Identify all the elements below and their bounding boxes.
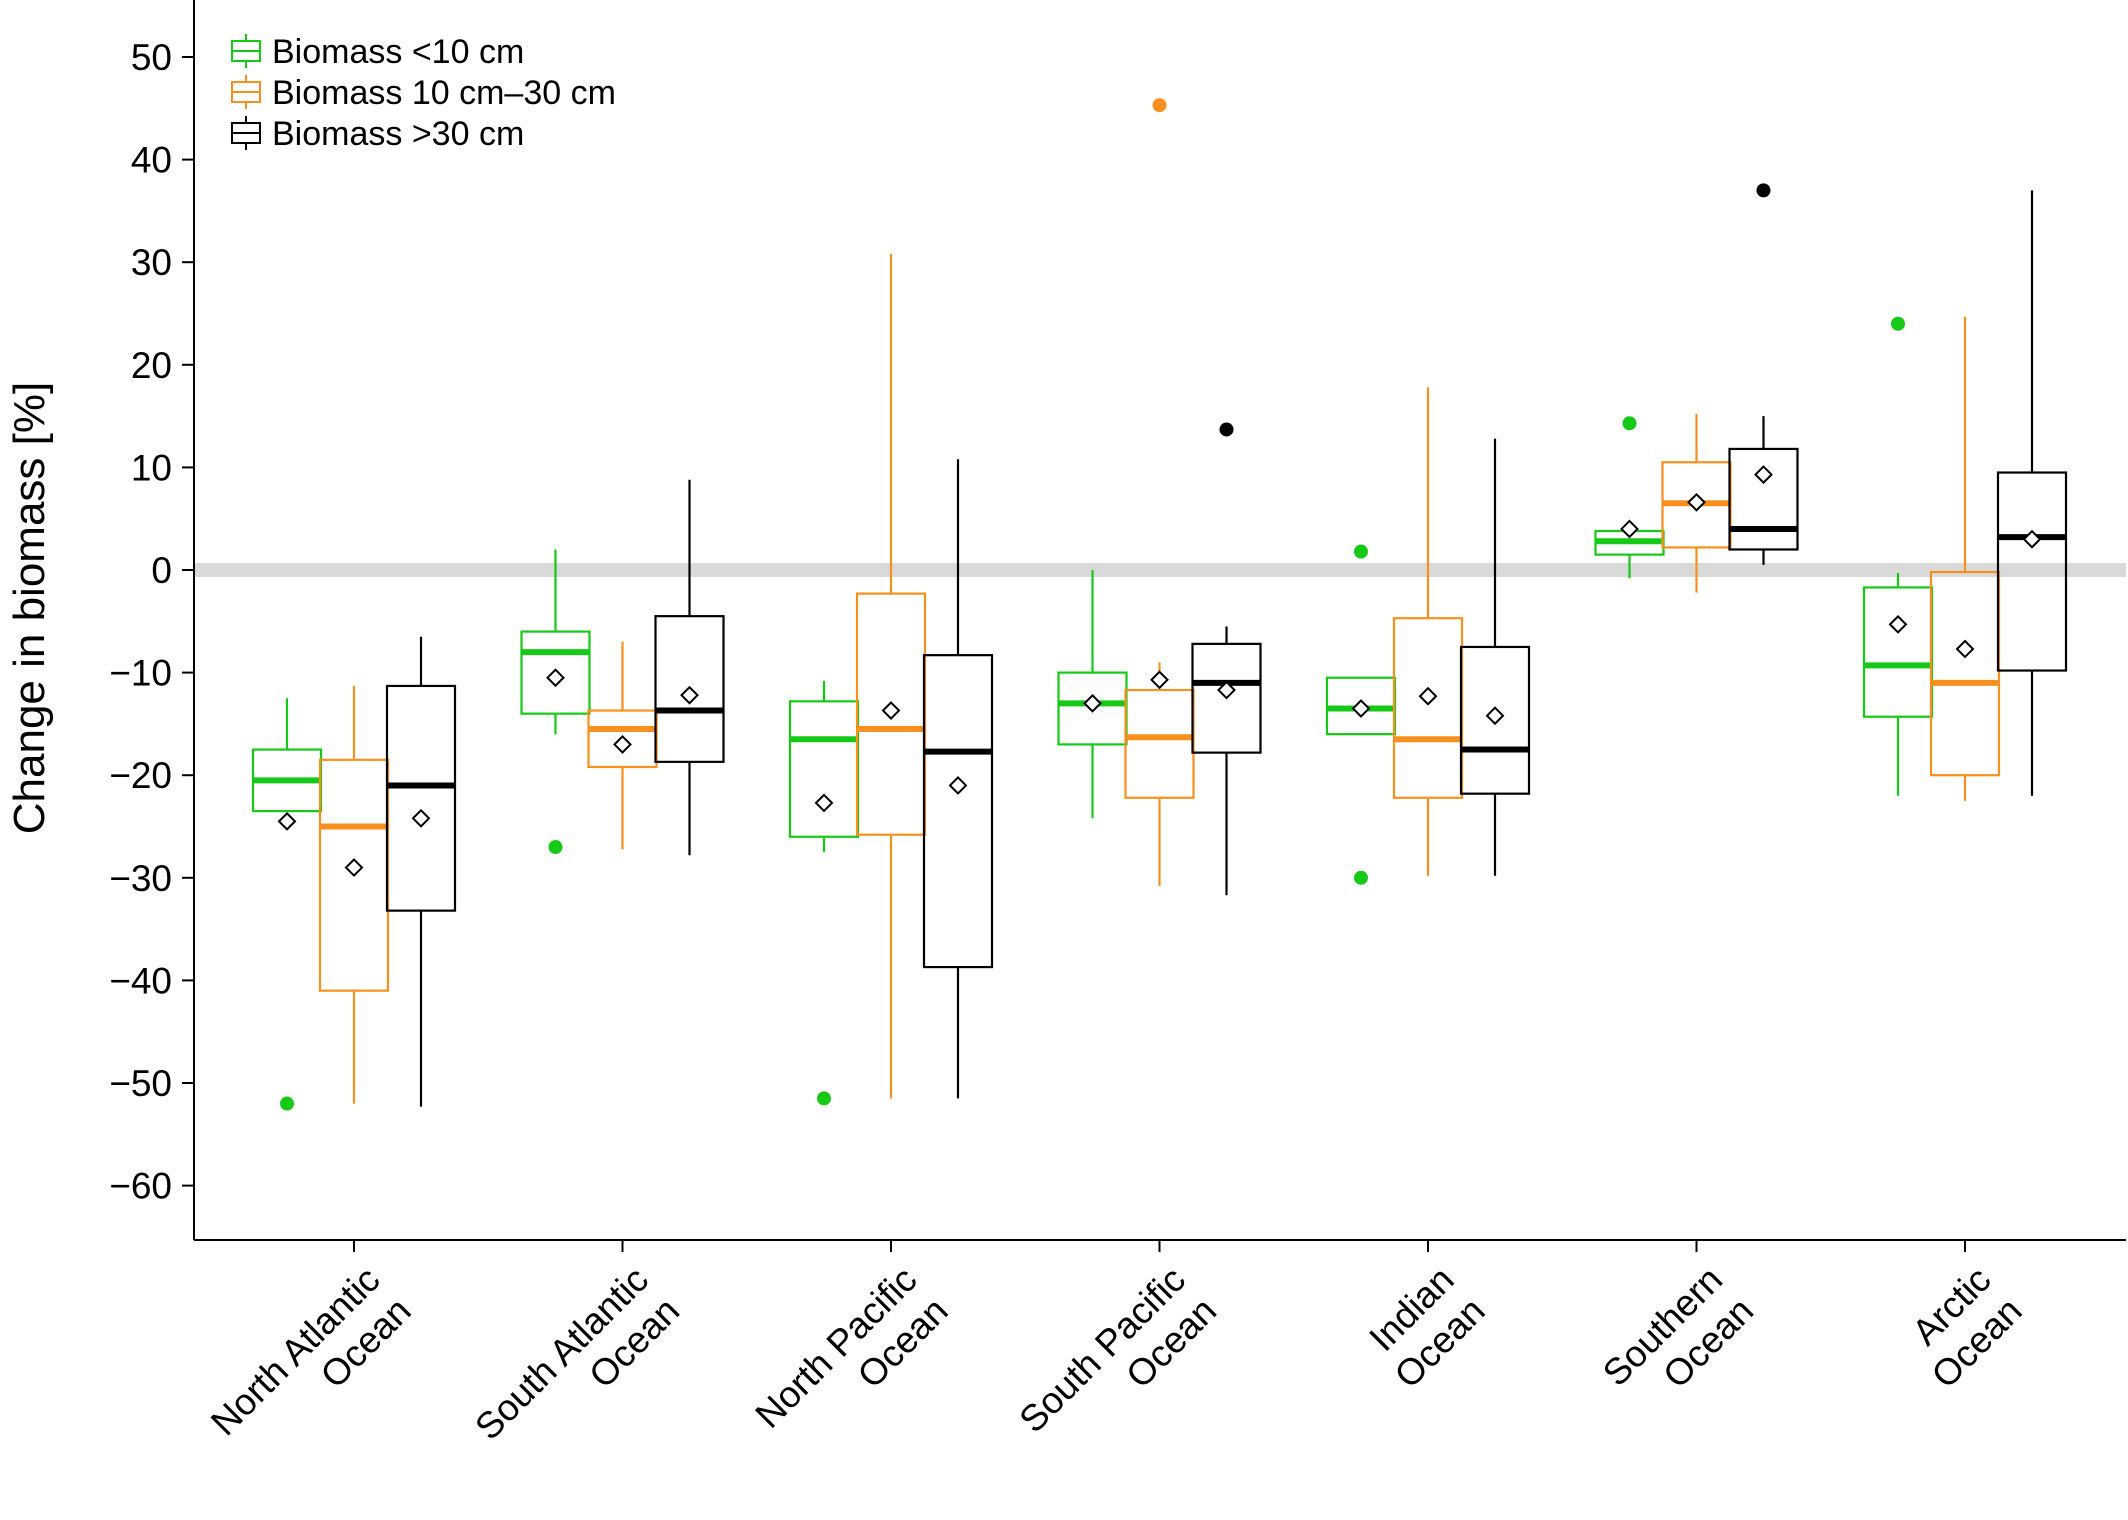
y-tick-label: 10 [131, 447, 172, 488]
mean-marker [411, 808, 431, 828]
mean-marker [1754, 465, 1773, 484]
y-tick-label: −40 [109, 960, 172, 1001]
mean-marker [1217, 680, 1236, 700]
box [520, 630, 591, 715]
box-group [1325, 544, 1397, 885]
x-tick-label: North AtlanticOcean [203, 1259, 419, 1475]
mean-marker [1150, 670, 1169, 690]
y-tick-label: 20 [131, 345, 172, 386]
x-tick-label: SouthernOcean [1595, 1259, 1761, 1425]
box-group [251, 698, 323, 1111]
box [1392, 617, 1464, 799]
box-group [1191, 422, 1262, 896]
y-tick-label: 30 [131, 242, 172, 283]
box [1929, 570, 2001, 777]
mean-marker [2022, 529, 2042, 549]
outlier-point [1354, 870, 1368, 885]
mean-marker [1083, 693, 1102, 713]
outlier-point [1219, 422, 1234, 437]
box-group [855, 253, 927, 1099]
box [654, 615, 725, 763]
box [788, 700, 860, 838]
x-tick-label: North PacificOcean [747, 1259, 955, 1467]
x-tick-label: South AtlanticOcean [467, 1259, 687, 1479]
box-group [587, 641, 658, 850]
box-group [654, 479, 725, 856]
mean-marker [1687, 492, 1706, 512]
outlier-point [817, 1091, 831, 1106]
outlier-point [1152, 98, 1167, 113]
box-group [1057, 570, 1128, 819]
y-tick-label: −30 [109, 858, 172, 899]
outlier-point [1622, 416, 1637, 431]
box-group [520, 549, 591, 855]
box [385, 684, 457, 912]
box-group [318, 685, 390, 1104]
mean-marker [814, 793, 834, 813]
mean-marker [1418, 686, 1438, 706]
box [1191, 642, 1262, 754]
box [1996, 471, 2068, 672]
y-tick-label: −10 [109, 653, 172, 694]
legend-item: Biomass <10 cm [231, 33, 524, 71]
mean-marker [881, 701, 901, 720]
legend-label: Biomass >30 cm [272, 115, 524, 153]
y-tick-label: −20 [109, 755, 172, 796]
box [1459, 645, 1531, 795]
box-group [1594, 416, 1665, 579]
box-group [1996, 190, 2068, 796]
y-tick-label: −60 [109, 1166, 172, 1207]
box-group [385, 636, 457, 1107]
mean-marker [1351, 699, 1371, 718]
box-group [922, 459, 994, 1099]
box-group [788, 680, 860, 1106]
y-tick-label: 40 [131, 140, 172, 181]
outlier-point [548, 840, 563, 855]
outlier-point [1891, 316, 1905, 331]
mean-marker [277, 811, 297, 831]
mean-marker [1888, 614, 1908, 634]
mean-marker [546, 668, 565, 688]
outlier-point [1354, 544, 1368, 559]
box-group [1392, 387, 1464, 876]
mean-marker [344, 858, 364, 877]
legend-item: Biomass >30 cm [231, 115, 524, 153]
plot-area [194, 98, 2126, 1111]
mean-marker [1620, 519, 1639, 539]
x-tick-label: ArcticOcean [1893, 1259, 2030, 1396]
mean-marker [1955, 639, 1975, 659]
legend-label: Biomass <10 cm [272, 33, 524, 71]
box [1728, 447, 1799, 551]
box-group [1929, 316, 2001, 801]
mean-marker [948, 776, 968, 795]
box-group [1862, 316, 1934, 796]
x-tick-label: South PacificOcean [1011, 1259, 1224, 1472]
outlier-point [1756, 183, 1771, 198]
y-tick-label: 50 [131, 37, 172, 78]
mean-marker [1485, 706, 1505, 726]
x-tick-label: IndianOcean [1356, 1259, 1493, 1396]
axes: 50 40 30 20 10 0 −10 −20 −30 −40 −50 −60 North Atlan… [109, 0, 2126, 1479]
y-tick-label: 0 [151, 550, 172, 591]
mean-marker [613, 735, 632, 754]
box-group [1124, 98, 1195, 887]
box [1862, 586, 1934, 718]
outlier-point [280, 1096, 294, 1111]
y-tick-label: −50 [109, 1063, 172, 1104]
y-axis-label: Change in biomass [%] [5, 382, 54, 834]
box [922, 654, 994, 969]
mean-marker [680, 685, 699, 705]
legend-item: Biomass 10 cm–30 cm [231, 74, 616, 112]
box-group [1728, 183, 1799, 565]
legend-label: Biomass 10 cm–30 cm [272, 74, 616, 112]
box-group [1661, 414, 1732, 593]
box [1124, 688, 1195, 799]
box-group [1459, 438, 1531, 876]
